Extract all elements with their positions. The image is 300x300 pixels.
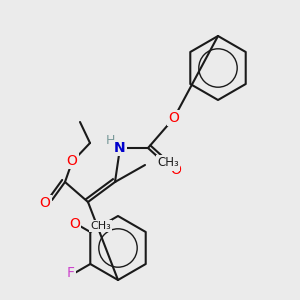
Text: O: O [169,111,179,125]
Text: CH₃: CH₃ [90,221,111,231]
Text: O: O [69,217,80,231]
Text: CH₃: CH₃ [157,157,179,169]
Text: N: N [114,141,126,155]
Text: H: H [105,134,115,146]
Text: O: O [67,154,77,168]
Text: O: O [171,163,182,177]
Text: F: F [67,266,75,280]
Text: O: O [40,196,50,210]
